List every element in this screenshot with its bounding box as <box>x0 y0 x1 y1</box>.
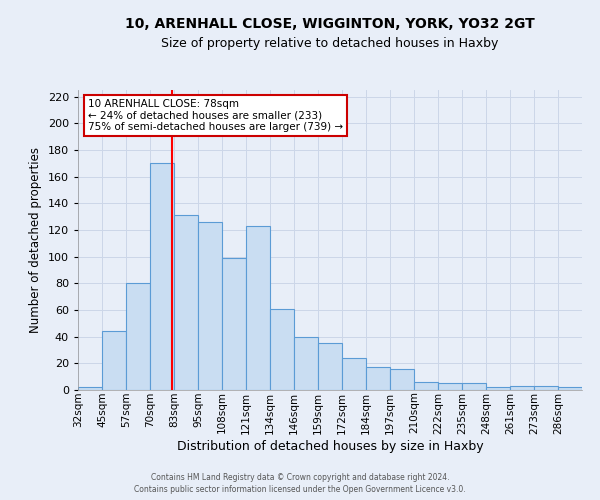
X-axis label: Distribution of detached houses by size in Haxby: Distribution of detached houses by size … <box>176 440 484 454</box>
Text: 10 ARENHALL CLOSE: 78sqm
← 24% of detached houses are smaller (233)
75% of semi-: 10 ARENHALL CLOSE: 78sqm ← 24% of detach… <box>88 99 343 132</box>
Bar <box>318 344 342 390</box>
Bar <box>438 384 462 390</box>
Bar <box>558 388 582 390</box>
Bar <box>294 336 318 390</box>
Bar <box>390 368 414 390</box>
Bar <box>342 358 366 390</box>
Bar <box>126 284 150 390</box>
Bar <box>78 388 102 390</box>
Bar <box>246 226 270 390</box>
Bar <box>174 216 198 390</box>
Text: Contains HM Land Registry data © Crown copyright and database right 2024.: Contains HM Land Registry data © Crown c… <box>151 474 449 482</box>
Bar <box>486 388 510 390</box>
Text: Contains public sector information licensed under the Open Government Licence v3: Contains public sector information licen… <box>134 485 466 494</box>
Bar <box>198 222 222 390</box>
Y-axis label: Number of detached properties: Number of detached properties <box>29 147 42 333</box>
Bar <box>462 384 486 390</box>
Bar <box>414 382 438 390</box>
Bar <box>102 332 126 390</box>
Text: 10, ARENHALL CLOSE, WIGGINTON, YORK, YO32 2GT: 10, ARENHALL CLOSE, WIGGINTON, YORK, YO3… <box>125 18 535 32</box>
Bar <box>150 164 174 390</box>
Bar <box>366 368 390 390</box>
Text: Size of property relative to detached houses in Haxby: Size of property relative to detached ho… <box>161 38 499 51</box>
Bar <box>270 308 294 390</box>
Bar <box>534 386 558 390</box>
Bar <box>222 258 246 390</box>
Bar <box>510 386 534 390</box>
